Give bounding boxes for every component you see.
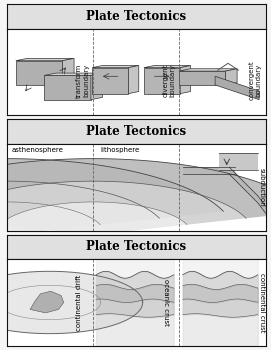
Polygon shape: [0, 202, 100, 235]
Text: divergent
boundary: divergent boundary: [162, 64, 175, 97]
Polygon shape: [0, 271, 143, 334]
Polygon shape: [179, 69, 237, 71]
Polygon shape: [16, 61, 62, 85]
Polygon shape: [0, 159, 271, 218]
Polygon shape: [0, 202, 187, 235]
Text: oceanic crust: oceanic crust: [163, 279, 169, 326]
Polygon shape: [91, 73, 102, 100]
Text: continental drift: continental drift: [76, 274, 82, 331]
Polygon shape: [225, 69, 237, 85]
Polygon shape: [44, 75, 91, 100]
Polygon shape: [92, 68, 128, 93]
Text: Plate Tectonics: Plate Tectonics: [86, 10, 186, 23]
Text: subduction: subduction: [259, 168, 265, 206]
Polygon shape: [215, 76, 259, 100]
Text: Plate Tectonics: Plate Tectonics: [86, 125, 186, 138]
Polygon shape: [62, 58, 74, 85]
Polygon shape: [30, 291, 64, 313]
Text: asthenosphere: asthenosphere: [12, 147, 64, 153]
Polygon shape: [16, 58, 74, 61]
Text: Plate Tectonics: Plate Tectonics: [86, 240, 186, 253]
Polygon shape: [0, 181, 159, 225]
Polygon shape: [180, 65, 191, 93]
Polygon shape: [144, 68, 180, 93]
Polygon shape: [144, 65, 191, 68]
Polygon shape: [179, 71, 225, 85]
Polygon shape: [0, 159, 223, 218]
Polygon shape: [44, 73, 102, 75]
Polygon shape: [92, 65, 139, 68]
Text: lithosphere: lithosphere: [100, 147, 139, 153]
Text: convergent
boundary: convergent boundary: [249, 61, 262, 100]
Polygon shape: [0, 181, 246, 225]
Text: transform
boundary: transform boundary: [76, 63, 89, 98]
Text: continental crust: continental crust: [259, 273, 265, 332]
Polygon shape: [128, 65, 139, 93]
